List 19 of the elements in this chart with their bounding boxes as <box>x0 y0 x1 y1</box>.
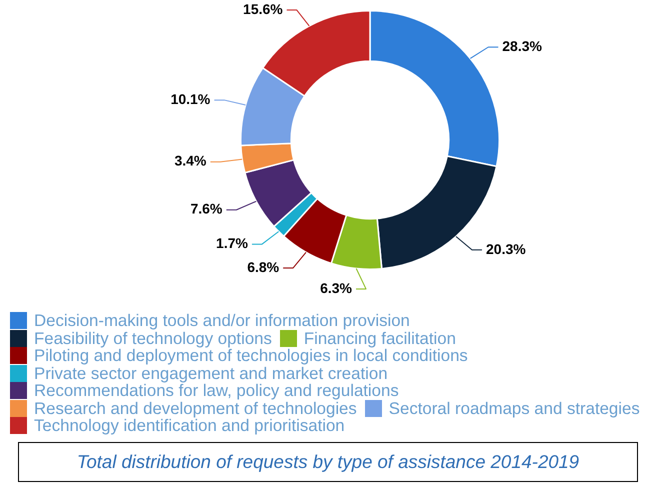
data-label: 7.6% <box>190 200 223 217</box>
data-label: 20.3% <box>486 240 526 257</box>
data-label: 10.1% <box>170 90 211 107</box>
data-label: 6.3% <box>320 280 353 296</box>
legend-label: Research and development of technologies <box>34 398 357 418</box>
data-label: 1.7% <box>216 235 248 252</box>
legend-label: Private sector engagement and market creation <box>34 364 388 382</box>
legend-label: Sectoral roadmaps and strategies <box>388 398 640 418</box>
legend-label: Piloting and deployment of technologies in local conditions <box>34 346 468 365</box>
legend-label: Technology identification and prioritisation <box>34 416 345 435</box>
data-label: 28.3% <box>502 38 543 54</box>
legend-label: Feasibility of technology options <box>34 328 272 348</box>
legend-label: Financing facilitation <box>304 328 456 348</box>
data-label: 6.8% <box>247 258 280 275</box>
text: Total distribution of requests by type of assistance 2014-2019 <box>18 442 638 482</box>
legend-label: Recommendations for law, policy and regulations <box>34 381 399 400</box>
legend-label: Decision-making tools and/or information provision <box>34 311 410 330</box>
data-label: 15.6% <box>243 0 284 17</box>
data-label: 3.4% <box>174 152 207 169</box>
